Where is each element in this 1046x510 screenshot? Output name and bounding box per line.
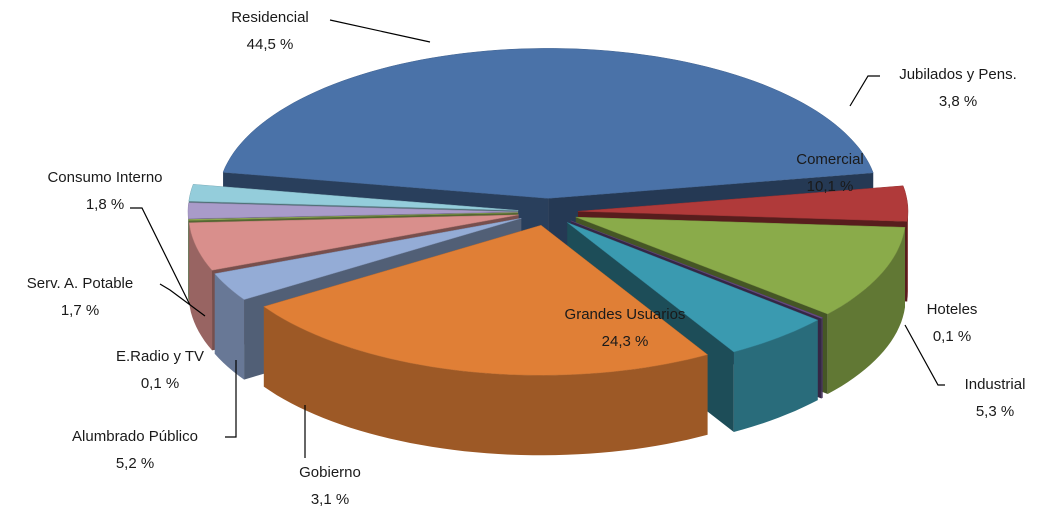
slice-top	[263, 224, 709, 376]
value-label: 3,8 %	[939, 93, 977, 110]
value-label: 5,3 %	[976, 403, 1014, 420]
slice-wall	[821, 317, 823, 399]
slice-wall	[733, 320, 818, 432]
category-label: Industrial	[965, 376, 1026, 393]
value-label: 3,1 %	[311, 491, 349, 508]
slice-top	[188, 212, 519, 221]
slice-top	[577, 185, 909, 222]
value-label: 10,1 %	[807, 178, 854, 195]
leader-line	[225, 360, 237, 438]
leader-line	[329, 19, 431, 43]
value-label: 0,1 %	[933, 328, 971, 345]
value-label: 5,2 %	[116, 455, 154, 472]
slice-wall	[214, 273, 245, 380]
slice-top	[222, 48, 874, 199]
value-label: 24,3 %	[602, 333, 649, 350]
category-label: Jubilados y Pens.	[899, 66, 1017, 83]
category-label: E.Radio y TV	[116, 348, 204, 365]
category-label: Gobierno	[299, 464, 361, 481]
labels: Residencial 44,5 % Jubilados y Pens. 3,8 % C…	[27, 9, 1026, 508]
slice-top	[188, 214, 519, 271]
value-label: 0,1 %	[141, 375, 179, 392]
category-label: Residencial	[231, 9, 309, 26]
leader-line	[130, 207, 191, 306]
category-label: Consumo Interno	[47, 169, 162, 186]
slice-top	[214, 217, 522, 300]
slice-wall	[263, 306, 708, 456]
leader-lines	[130, 19, 945, 458]
leader-line	[849, 75, 880, 107]
slice-wall	[189, 222, 212, 351]
slice-wall	[907, 211, 908, 302]
slice-top	[188, 184, 519, 211]
category-label: Hoteles	[927, 301, 978, 318]
category-label: Serv. A. Potable	[27, 275, 133, 292]
category-label: Comercial	[796, 151, 864, 168]
slice-top	[567, 222, 819, 353]
value-label: 1,8 %	[86, 196, 124, 213]
value-label: 44,5 %	[247, 36, 294, 53]
category-label: Grandes Usuarios	[565, 306, 686, 323]
slice-top	[570, 220, 824, 319]
value-label: 1,7 %	[61, 302, 99, 319]
slice-top	[575, 216, 906, 315]
slice-top	[187, 202, 519, 219]
leader-line	[904, 324, 945, 386]
pie	[187, 48, 909, 456]
slice	[263, 224, 709, 456]
leader-line	[159, 283, 206, 317]
category-label: Alumbrado Público	[72, 428, 198, 445]
